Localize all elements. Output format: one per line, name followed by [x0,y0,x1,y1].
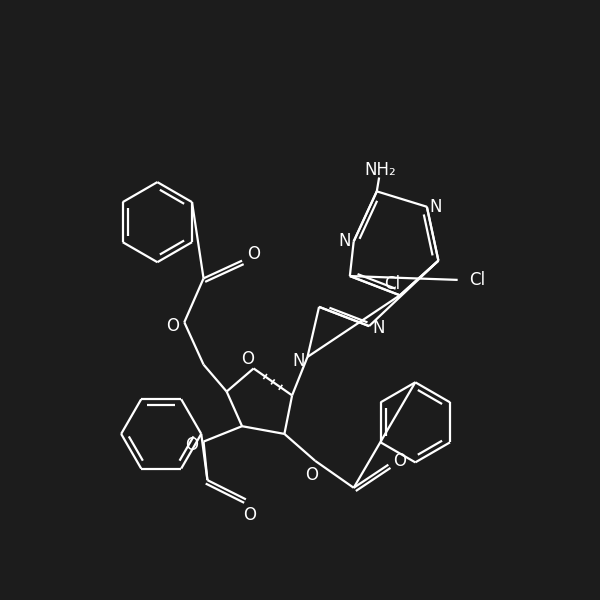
Text: O: O [247,245,260,263]
Text: N: N [292,352,305,370]
Text: N: N [338,232,351,250]
Text: O: O [305,466,318,484]
Text: NH₂: NH₂ [365,161,397,179]
Text: N: N [373,319,385,337]
Text: O: O [243,506,256,524]
Text: Cl: Cl [384,275,400,293]
Text: O: O [394,452,406,470]
Text: Cl: Cl [469,271,485,289]
Text: O: O [166,317,179,335]
Text: O: O [241,350,254,368]
Text: N: N [430,198,442,216]
Text: O: O [185,436,199,454]
